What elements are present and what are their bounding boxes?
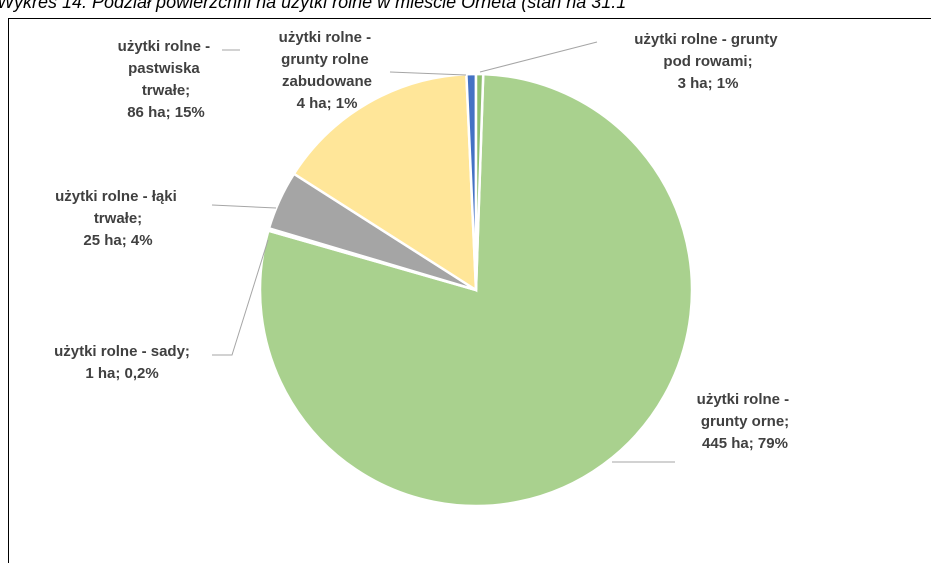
slice-value-label: 86 ha; 15% [127, 104, 205, 121]
slice-value-label: 445 ha; 79% [702, 435, 788, 452]
slice-label: użytki rolne - łąki trwałe; [55, 188, 181, 227]
leader-line [389, 71, 467, 76]
slice-value-label: 25 ha; 4% [83, 232, 152, 249]
slice-label: użytki rolne - grunty orne; [697, 391, 794, 430]
slice-label: użytki rolne - grunty pod rowami; [634, 31, 782, 70]
leader-line [212, 239, 269, 356]
slice-label: użytki rolne - grunty rolne zabudowane [279, 29, 376, 90]
pie-slice [292, 72, 478, 293]
slice-value-label: 1 ha; 0,2% [85, 365, 158, 382]
slice-value-label: 3 ha; 1% [678, 75, 739, 92]
chart-frame [8, 18, 931, 563]
pie-slice [474, 72, 485, 291]
slice-value-label: 4 ha; 1% [297, 95, 358, 112]
leader-line [211, 204, 277, 209]
leader-line [479, 41, 598, 73]
slice-label: użytki rolne - sady; [54, 343, 190, 360]
chart-title: Wykres 14. Podział powierzchni na użytki… [0, 0, 626, 12]
slice-label: użytki rolne - pastwiska trwałe; [118, 38, 215, 99]
